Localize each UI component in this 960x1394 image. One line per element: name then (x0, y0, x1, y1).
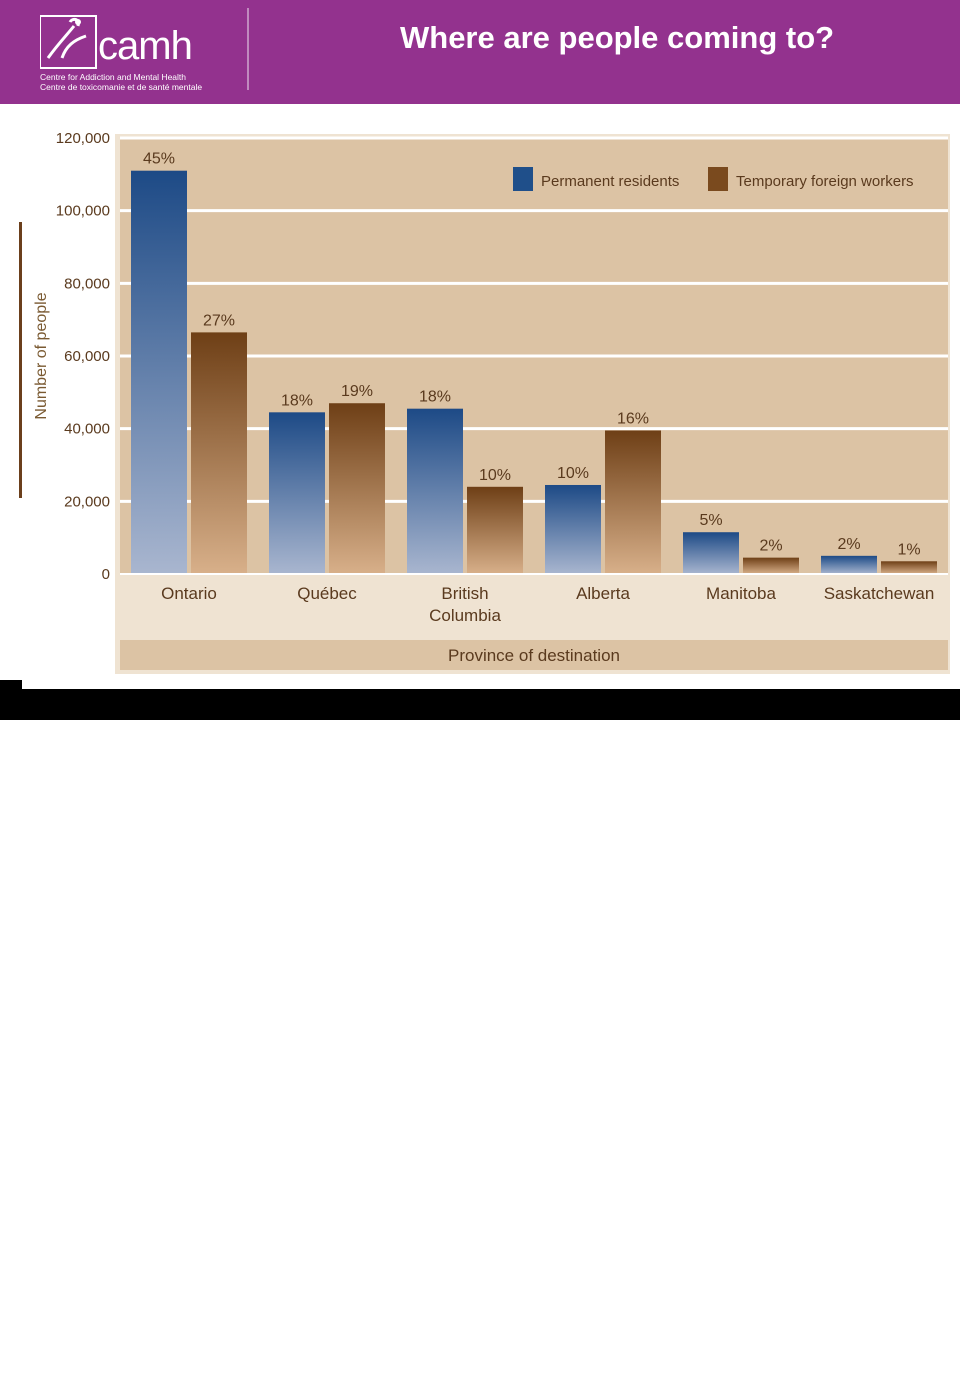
bar-permanent-residents (545, 484, 601, 574)
bar-permanent-residents (821, 555, 877, 574)
bar-permanent-residents (407, 408, 463, 574)
page-title: Where are people coming to? (400, 20, 835, 55)
bar-permanent-residents (269, 412, 325, 574)
bar-temporary-foreign-workers (605, 430, 661, 574)
bar-value-label: 18% (281, 392, 313, 409)
bar-value-label: 2% (837, 536, 860, 553)
bar-value-label: 5% (699, 512, 722, 529)
side-accent-bar (19, 222, 22, 498)
x-axis-label: Province of destination (448, 646, 620, 665)
camh-logo-icon (40, 15, 97, 69)
bar-temporary-foreign-workers (881, 561, 937, 574)
bar-value-label: 10% (557, 465, 589, 482)
x-category-label: Saskatchewan (824, 584, 935, 603)
x-category-label: Columbia (429, 606, 501, 625)
header-divider (247, 8, 249, 90)
x-category-label: Manitoba (706, 584, 776, 603)
legend-swatch (708, 167, 728, 191)
bar-value-label: 10% (479, 467, 511, 484)
bar-permanent-residents (683, 532, 739, 574)
legend-label: Temporary foreign workers (736, 173, 914, 190)
y-tick-label: 20,000 (64, 493, 110, 510)
x-axis-label-band (120, 640, 948, 670)
logo-subtitle-french: Centre de toxicomanie et de santé mental… (40, 82, 203, 92)
logo-text: camh (98, 24, 193, 68)
logo-subtitle-english: Centre for Addiction and Mental Health (40, 72, 187, 82)
y-tick-label: 0 (102, 566, 110, 583)
y-tick-label: 80,000 (64, 275, 110, 292)
bar-value-label: 27% (203, 312, 235, 329)
bar-temporary-foreign-workers (191, 332, 247, 574)
bar-chart: 0 20,000 40,000 60,000 80,000 100,000 120,000 N… (33, 130, 950, 674)
bar-value-label: 16% (617, 410, 649, 427)
y-tick-label: 120,000 (56, 130, 110, 147)
bar-temporary-foreign-workers (329, 403, 385, 574)
y-tick-label: 60,000 (64, 348, 110, 365)
legend-swatch (513, 167, 533, 191)
footer-bar: 10 (0, 689, 960, 1394)
legend-label: Permanent residents (541, 173, 679, 190)
bar-permanent-residents (131, 170, 187, 574)
bar-value-label: 45% (143, 151, 175, 168)
header-bar: camh Centre for Addiction and Mental Hea… (0, 0, 960, 104)
bar-value-label: 18% (419, 389, 451, 406)
x-category-label: Québec (297, 584, 357, 603)
x-category-label: British (441, 584, 488, 603)
y-tick-label: 40,000 (64, 421, 110, 438)
bar-value-label: 2% (759, 538, 782, 555)
x-category-label: Ontario (161, 584, 217, 603)
bar-temporary-foreign-workers (467, 486, 523, 574)
bar-value-label: 1% (897, 541, 920, 558)
x-category-label: Alberta (576, 584, 630, 603)
y-tick-label: 100,000 (56, 203, 110, 220)
page-number: 10 (888, 1378, 904, 1394)
y-axis-label: Number of people (33, 292, 50, 419)
bar-value-label: 19% (341, 383, 373, 400)
bar-temporary-foreign-workers (743, 557, 799, 574)
